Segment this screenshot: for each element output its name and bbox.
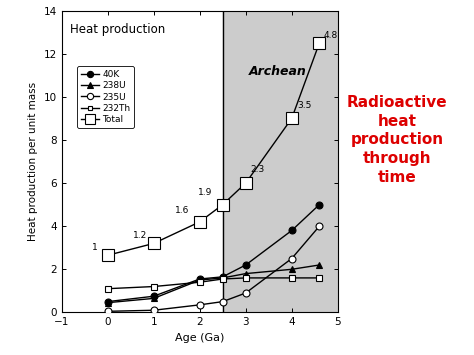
Line: 235U: 235U bbox=[104, 223, 323, 315]
Line: 232Th: 232Th bbox=[105, 275, 322, 291]
Text: Radioactive
heat
production
through
time: Radioactive heat production through time bbox=[346, 95, 447, 185]
Text: 4.8: 4.8 bbox=[324, 31, 338, 40]
238U bbox=[151, 296, 156, 301]
40K bbox=[151, 294, 156, 298]
Text: 1.2: 1.2 bbox=[133, 231, 147, 240]
Total bbox=[105, 253, 110, 257]
Legend: 40K, 238U, 235U, 232Th, Total: 40K, 238U, 235U, 232Th, Total bbox=[77, 66, 134, 128]
235U bbox=[220, 300, 226, 304]
235U bbox=[197, 303, 202, 307]
40K bbox=[289, 228, 294, 233]
238U bbox=[105, 301, 110, 305]
232Th bbox=[220, 277, 226, 281]
Text: 1.6: 1.6 bbox=[175, 206, 190, 215]
Total bbox=[151, 241, 156, 246]
40K bbox=[220, 275, 226, 279]
232Th bbox=[197, 280, 202, 284]
Text: Archean: Archean bbox=[249, 65, 307, 77]
235U bbox=[317, 224, 322, 228]
Text: Heat production: Heat production bbox=[70, 23, 165, 36]
Line: 40K: 40K bbox=[104, 201, 323, 305]
Total bbox=[197, 220, 202, 224]
Y-axis label: Heat production per unit mass: Heat production per unit mass bbox=[28, 82, 38, 241]
232Th bbox=[289, 276, 294, 280]
Text: 1: 1 bbox=[92, 243, 98, 252]
232Th bbox=[317, 276, 322, 280]
232Th bbox=[151, 284, 156, 289]
Line: Total: Total bbox=[102, 37, 325, 261]
235U bbox=[151, 308, 156, 312]
238U bbox=[197, 278, 202, 282]
238U bbox=[317, 263, 322, 267]
232Th bbox=[243, 276, 248, 280]
Line: 238U: 238U bbox=[104, 262, 323, 306]
40K bbox=[197, 277, 202, 281]
Text: 3.5: 3.5 bbox=[298, 101, 312, 110]
40K bbox=[317, 202, 322, 207]
Total bbox=[317, 41, 322, 45]
232Th bbox=[105, 286, 110, 291]
235U bbox=[243, 291, 248, 295]
Total bbox=[289, 116, 294, 121]
235U bbox=[105, 309, 110, 313]
Total bbox=[243, 181, 248, 185]
40K bbox=[243, 263, 248, 267]
X-axis label: Age (Ga): Age (Ga) bbox=[175, 333, 224, 343]
Text: 2.3: 2.3 bbox=[250, 165, 264, 174]
238U bbox=[243, 272, 248, 276]
Total bbox=[220, 202, 226, 207]
Bar bbox=[223, 11, 338, 312]
238U bbox=[220, 276, 226, 280]
235U bbox=[289, 256, 294, 261]
40K bbox=[105, 300, 110, 304]
238U bbox=[289, 267, 294, 272]
Text: 1.9: 1.9 bbox=[198, 188, 212, 197]
